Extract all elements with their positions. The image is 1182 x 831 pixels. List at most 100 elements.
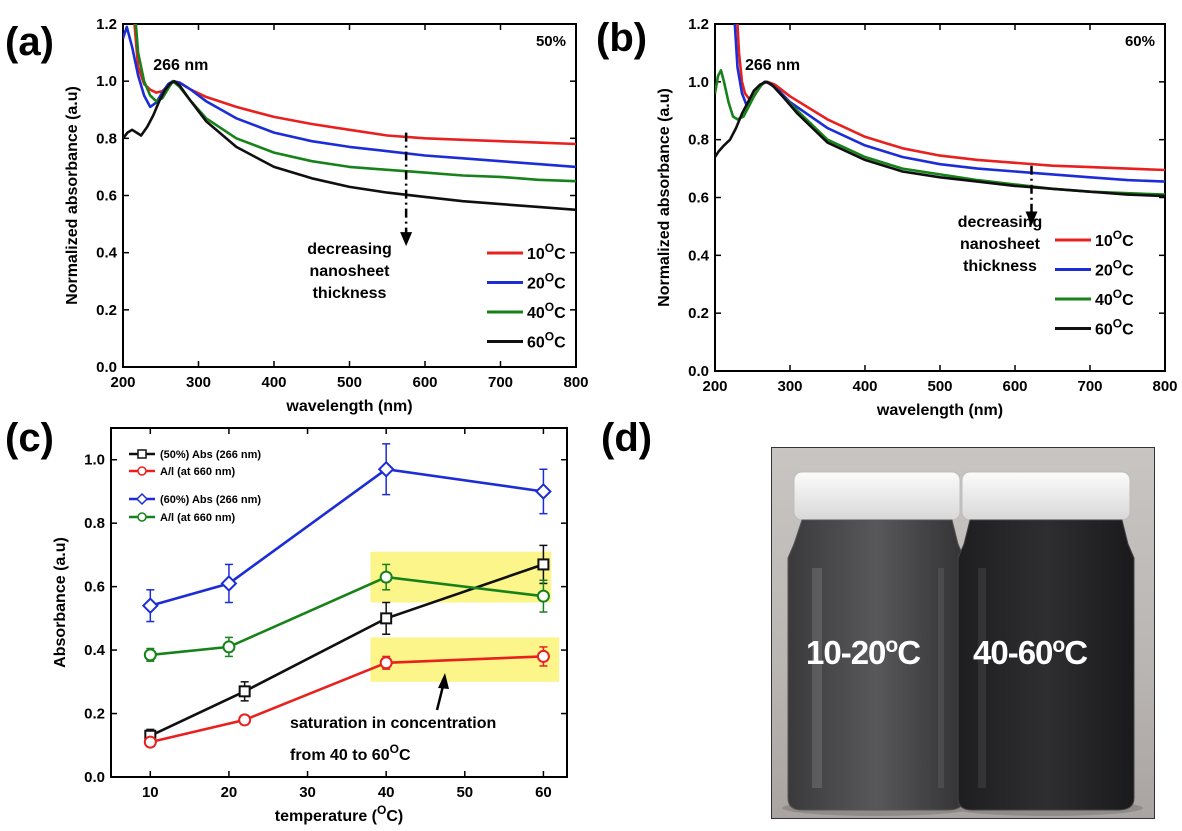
data-point-square xyxy=(381,613,391,623)
annotation-line: decreasing xyxy=(307,241,391,258)
annotation-sup: O xyxy=(390,742,399,756)
y-tick-label: 0.0 xyxy=(96,359,117,376)
annotation-line: nanosheet xyxy=(309,263,390,280)
y-tick-label: 1.2 xyxy=(688,16,709,33)
series-line-10 xyxy=(736,0,1165,170)
legend-label-value: 20 xyxy=(1095,263,1113,280)
legend-label-sup: O xyxy=(1113,228,1122,242)
chart-c: 10 20 30 40 50 60 0.0 0.2 0.4 0.6 0.8 1.0 temperatur… xyxy=(52,428,567,825)
annotation-line: thickness xyxy=(963,258,1037,275)
data-point-diamond xyxy=(536,484,550,498)
x-tick-label: 300 xyxy=(777,378,802,395)
x-axis-label-sup: O xyxy=(377,803,386,817)
legend-label-sup: O xyxy=(545,300,554,314)
x-tick-label: 800 xyxy=(1152,378,1177,395)
y-axis-label: Normalized absorbance (a.u) xyxy=(656,88,673,307)
peak-label: 266 nm xyxy=(153,57,208,74)
legend-label-unit: C xyxy=(554,246,566,263)
legend-label: A/l (at 660 nm) xyxy=(160,466,236,478)
legend-label-sup: O xyxy=(545,241,554,255)
x-tick-label: 10 xyxy=(142,784,159,801)
x-tick-label: 30 xyxy=(299,784,316,801)
y-tick-label: 0.8 xyxy=(96,130,117,147)
x-tick-label: 500 xyxy=(927,378,952,395)
y-tick-label: 0.2 xyxy=(688,305,709,322)
x-tick-label: 700 xyxy=(1077,378,1102,395)
chart-b: 200 300 400 500 600 700 800 0.0 0.2 0.4 0.6 0.8 1.0 1… xyxy=(656,0,1178,419)
legend-label-sup: O xyxy=(1113,287,1122,301)
x-tick-label: 500 xyxy=(337,374,362,391)
y-tick-label: 0.8 xyxy=(688,132,709,149)
x-tick-label: 800 xyxy=(563,374,588,391)
legend-label: 40OC xyxy=(527,300,566,322)
data-point-circle xyxy=(145,649,156,660)
legend-label-unit: C xyxy=(1122,292,1134,309)
x-tick-label: 200 xyxy=(110,374,135,391)
legend-label-unit: C xyxy=(554,305,566,322)
legend-label-value: 60 xyxy=(527,335,545,352)
plot-frame xyxy=(123,24,576,367)
data-point-square xyxy=(240,686,250,696)
y-tick-label: 0.4 xyxy=(84,642,106,659)
chart-a: 200 300 400 500 600 700 800 0.0 0.2 0.4 0.6 0.8 1.0 1… xyxy=(64,0,589,415)
legend-label-unit: C xyxy=(1122,233,1134,250)
data-point-diamond xyxy=(143,599,157,613)
y-tick-label: 1.0 xyxy=(688,74,709,91)
data-point-circle xyxy=(381,657,392,668)
x-axis-label: temperature (OC) xyxy=(275,803,403,825)
y-tick-label: 0.6 xyxy=(84,579,105,596)
legend-marker xyxy=(138,450,146,458)
x-axis-label-text: temperature ( xyxy=(275,808,378,825)
panel-label-a: (a) xyxy=(5,20,54,65)
legend-label-sup: O xyxy=(545,330,554,344)
annotation-line: nanosheet xyxy=(960,236,1041,253)
data-point-circle xyxy=(538,651,549,662)
y-axis-label: Normalized absorbance (a.u) xyxy=(64,86,81,305)
vial-drawing xyxy=(772,448,1154,818)
y-tick-label: 0.2 xyxy=(84,706,105,723)
annotation-text: from 40 to 60 xyxy=(290,747,390,764)
y-tick-label: 0.0 xyxy=(84,769,105,786)
legend-label: 40OC xyxy=(1095,287,1134,309)
data-point-circle xyxy=(223,641,234,652)
corner-label: 60% xyxy=(1125,33,1155,50)
legend-label-value: 10 xyxy=(1095,233,1113,250)
x-tick-label: 50 xyxy=(456,784,473,801)
y-tick-label: 0.0 xyxy=(688,363,709,380)
legend-label-unit: C xyxy=(554,276,566,293)
x-tick-label: 400 xyxy=(261,374,286,391)
series-line-20 xyxy=(123,27,576,167)
x-tick-label: 700 xyxy=(488,374,513,391)
annotation-unit: C xyxy=(399,747,411,764)
legend-label: 60OC xyxy=(527,330,566,352)
y-tick-label: 0.6 xyxy=(96,188,117,205)
data-point-square xyxy=(538,559,548,569)
legend-label-sup: O xyxy=(545,271,554,285)
annotation-line: thickness xyxy=(313,285,387,302)
vial-photo: 10-20oC 40-60oC xyxy=(771,447,1155,819)
vial-right-label: 40-60oC xyxy=(973,634,1087,672)
legend-label: 20OC xyxy=(527,271,566,293)
y-tick-label: 1.0 xyxy=(96,73,117,90)
plot-area xyxy=(123,0,576,210)
legend-label: 10OC xyxy=(1095,228,1134,250)
legend-label-unit: C xyxy=(1122,322,1134,339)
x-tick-label: 200 xyxy=(702,378,727,395)
vial-left-label: 10-20oC xyxy=(806,634,920,672)
x-tick-label: 300 xyxy=(186,374,211,391)
x-axis-label: wavelength (nm) xyxy=(876,402,1003,419)
legend-marker xyxy=(138,513,146,521)
data-point-circle xyxy=(239,714,250,725)
y-axis-label: Absorbance (a.u) xyxy=(52,537,69,668)
legend-label-value: 40 xyxy=(527,305,545,322)
x-axis-label: wavelength (nm) xyxy=(285,398,412,415)
saturation-arrow xyxy=(437,686,443,710)
legend-label: 10OC xyxy=(527,241,566,263)
legend-label-value: 60 xyxy=(1095,322,1113,339)
data-point-circle xyxy=(381,572,392,583)
x-tick-label: 40 xyxy=(378,784,395,801)
x-tick-label: 600 xyxy=(1002,378,1027,395)
y-tick-label: 1.0 xyxy=(84,452,105,469)
data-point-circle xyxy=(145,737,156,748)
x-axis-label-end: C) xyxy=(386,808,403,825)
